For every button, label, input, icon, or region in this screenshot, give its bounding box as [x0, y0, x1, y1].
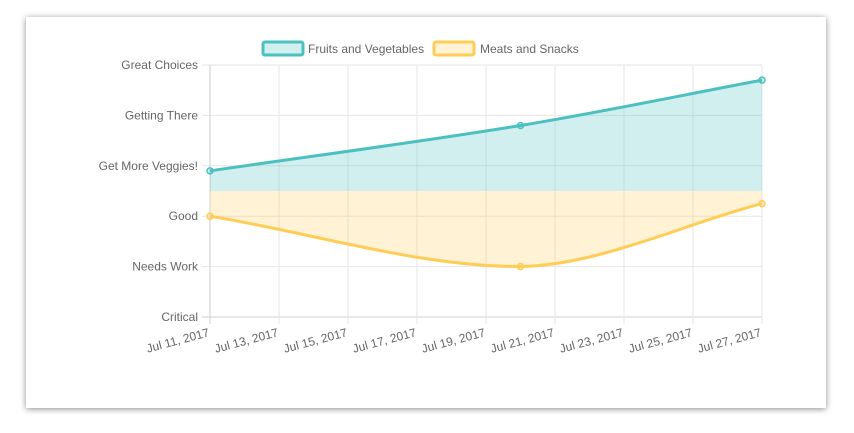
chart-card: Critical Needs Work Good Get More Veggies! G…: [26, 17, 826, 408]
legend-swatch-fruits[interactable]: [261, 40, 305, 57]
x-tick-label: Jul 15, 2017: [282, 325, 349, 356]
series-area-1: [210, 191, 762, 267]
legend: Fruits and Vegetables Meats and Snacks: [261, 40, 579, 57]
series-lines: [209, 78, 763, 269]
data-point[interactable]: [758, 76, 766, 84]
x-tick-label: Jul 21, 2017: [489, 325, 556, 356]
x-tick-label: Jul 11, 2017: [145, 325, 211, 355]
y-tick-label: Great Choices: [121, 58, 198, 72]
x-tick-label: Jul 23, 2017: [558, 325, 625, 356]
grid: [202, 64, 763, 324]
y-tick-label: Critical: [161, 310, 198, 324]
y-tick-label: Good: [169, 209, 198, 223]
data-point[interactable]: [206, 212, 214, 220]
legend-label-meats[interactable]: Meats and Snacks: [480, 42, 579, 56]
chart-svg: Critical Needs Work Good Get More Veggies! G…: [99, 40, 766, 356]
x-tick-label: Jul 27, 2017: [696, 325, 763, 356]
series-points: [206, 76, 766, 271]
y-tick-label: Getting There: [125, 108, 198, 122]
legend-item-meats[interactable]: Meats and Snacks: [432, 40, 579, 57]
series-line-1: [209, 202, 763, 269]
legend-label-fruits[interactable]: Fruits and Vegetables: [308, 42, 424, 56]
series-line-0: [209, 78, 763, 173]
data-point[interactable]: [516, 262, 525, 271]
data-point[interactable]: [516, 121, 525, 130]
x-tick-label: Jul 13, 2017: [213, 325, 280, 356]
x-tick-label: Jul 17, 2017: [351, 325, 418, 356]
data-point[interactable]: [206, 167, 214, 175]
y-tick-label: Needs Work: [132, 260, 199, 274]
y-tick-label: Get More Veggies!: [99, 159, 198, 173]
legend-item-fruits[interactable]: Fruits and Vegetables: [261, 40, 424, 57]
y-axis: Critical Needs Work Good Get More Veggies! G…: [99, 58, 199, 324]
x-tick-label: Jul 25, 2017: [627, 325, 694, 356]
x-tick-label: Jul 19, 2017: [420, 325, 487, 356]
legend-swatch-meats[interactable]: [432, 40, 476, 57]
data-point[interactable]: [758, 199, 766, 208]
x-axis: Jul 11, 2017 Jul 13, 2017 Jul 15, 2017 Jul …: [145, 325, 763, 356]
